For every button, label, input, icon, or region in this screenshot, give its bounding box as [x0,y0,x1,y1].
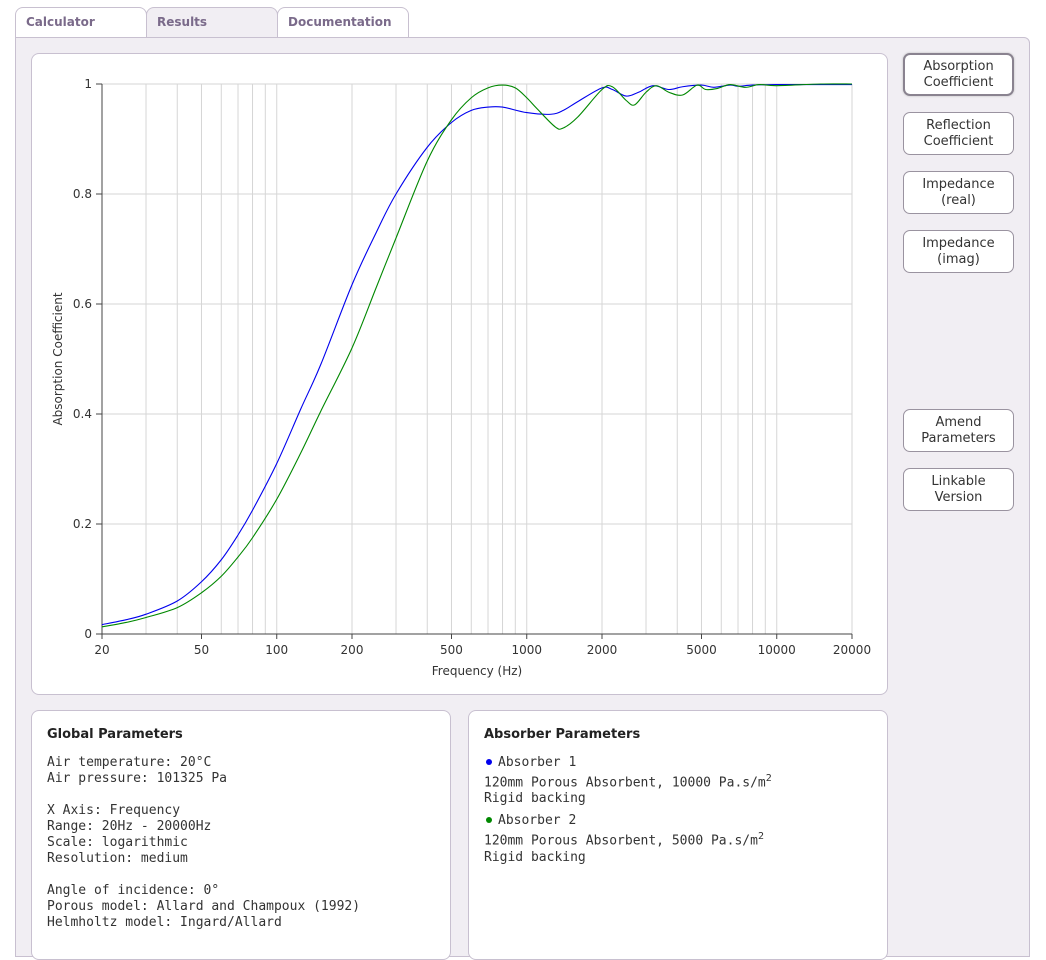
impedance-real-label: Impedance (real) [922,176,995,208]
absorber-2-backing: Rigid backing [484,849,586,865]
y-axis-label: Absorption Coefficient [51,292,65,425]
angle-param: Angle of incidence: 0° [47,883,220,898]
global-parameters-box: Global Parameters Air temperature: 20°C … [31,710,451,960]
global-parameters-title: Global Parameters [47,727,183,742]
x-tick-label: 20 [94,643,109,657]
y-tick-label: 0 [84,627,92,641]
y-tick-label: 0.4 [73,407,92,421]
absorber-2-desc: 120mm Porous Absorbent, 5000 Pa.s/m2 [484,831,764,849]
absorption-chart: 0 0.2 0.4 0.6 0.8 1 20 50 100 200 500 1000 2000 5000 1… [51,77,871,678]
x-axis-param: X Axis: Frequency [47,803,181,818]
porous-model-param: Porous model: Allard and Champoux (1992) [47,899,361,914]
x-tick-label: 5000 [686,643,717,657]
air-temperature: Air temperature: 20°C [47,755,212,770]
absorber-1-desc: 120mm Porous Absorbent, 10000 Pa.s/m2 [484,773,772,791]
amend-parameters-label: Amend Parameters [921,414,996,446]
impedance-imag-button[interactable]: Impedance (imag) [903,230,1014,273]
absorber-parameters-box: Absorber Parameters Absorber 1 120mm Por… [468,710,888,960]
x-axis-label: Frequency (Hz) [432,664,523,678]
scale-param: Scale: logarithmic [47,835,188,850]
absorber-2-name: Absorber 2 [484,813,872,829]
amend-parameters-button[interactable]: Amend Parameters [903,409,1014,452]
absorber-2-legend-dot [486,816,492,823]
x-tick-label: 100 [265,643,288,657]
absorber-parameters-title: Absorber Parameters [484,727,641,742]
absorber-1-entry: Absorber 1 120mm Porous Absorbent, 10000… [484,755,872,807]
tab-results[interactable]: Results [146,7,278,39]
absorber-1-legend-dot [486,758,492,765]
absorption-coefficient-label: Absorption Coefficient [923,58,994,90]
reflection-coefficient-label: Reflection Coefficient [923,117,994,149]
linkable-version-button[interactable]: Linkable Version [903,468,1014,511]
x-tick-label: 2000 [587,643,618,657]
absorber-2-entry: Absorber 2 120mm Porous Absorbent, 5000 … [484,813,872,865]
y-tick-label: 0.6 [73,297,92,311]
x-tick-label: 1000 [511,643,542,657]
impedance-real-button[interactable]: Impedance (real) [903,171,1014,214]
reflection-coefficient-button[interactable]: Reflection Coefficient [903,112,1014,155]
linkable-version-label: Linkable Version [931,473,986,505]
absorption-coefficient-button[interactable]: Absorption Coefficient [903,53,1014,96]
series-line-absorber-1 [101,83,852,626]
helmholtz-model-param: Helmholtz model: Ingard/Allard [47,915,282,930]
air-pressure: Air pressure: 101325 Pa [47,771,228,786]
impedance-imag-label: Impedance (imag) [922,235,995,267]
chart-container: 0 0.2 0.4 0.6 0.8 1 20 50 100 200 500 1000 2000 5000 1… [31,53,888,695]
tab-documentation[interactable]: Documentation [277,7,409,38]
y-tick-label: 0.8 [73,187,92,201]
x-tick-label: 50 [194,643,209,657]
x-tick-label: 200 [341,643,364,657]
x-tick-label: 500 [440,643,463,657]
tab-calculator[interactable]: Calculator [15,7,147,38]
absorber-1-name: Absorber 1 [484,755,872,771]
range-param: Range: 20Hz - 20000Hz [47,819,212,834]
x-tick-label: 20000 [833,643,871,657]
resolution-param: Resolution: medium [47,851,188,866]
y-tick-label: 1 [84,77,92,91]
series-line-absorber-2 [101,83,853,628]
absorber-1-backing: Rigid backing [484,791,586,807]
y-tick-label: 0.2 [73,517,92,531]
x-tick-label: 10000 [758,643,796,657]
